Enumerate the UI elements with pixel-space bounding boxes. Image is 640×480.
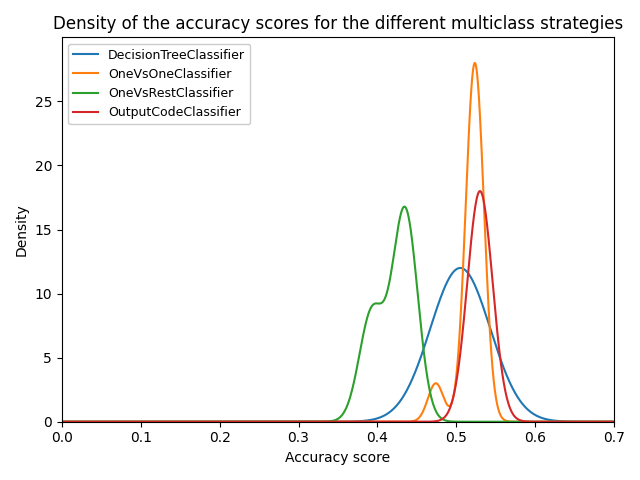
Line: DecisionTreeClassifier: DecisionTreeClassifier — [62, 268, 630, 422]
Line: OutputCodeClassifier: OutputCodeClassifier — [62, 191, 630, 422]
OneVsRestClassifier — [87, 419, 95, 425]
OutputCodeClassifier — [626, 419, 634, 425]
OneVsRestClassifier — [626, 419, 634, 425]
DecisionTreeClassifier — [609, 419, 617, 425]
OutputCodeClassifier — [319, 419, 327, 425]
OneVsOneClassifier — [610, 419, 618, 425]
OneVsOneClassifier — [506, 419, 513, 424]
OneVsRestClassifier — [401, 204, 408, 209]
DecisionTreeClassifier — [626, 419, 634, 425]
Line: OneVsOneClassifier: OneVsOneClassifier — [62, 63, 630, 422]
Y-axis label: Density: Density — [15, 203, 29, 256]
DecisionTreeClassifier — [506, 379, 513, 384]
OutputCodeClassifier — [476, 188, 484, 194]
OneVsRestClassifier — [58, 419, 66, 425]
OneVsRestClassifier — [334, 416, 342, 421]
X-axis label: Accuracy score: Accuracy score — [285, 451, 390, 465]
OneVsOneClassifier — [87, 419, 95, 425]
DecisionTreeClassifier — [87, 419, 95, 425]
OneVsOneClassifier — [58, 419, 66, 425]
Line: OneVsRestClassifier: OneVsRestClassifier — [62, 206, 630, 422]
OneVsOneClassifier — [609, 419, 617, 425]
OneVsRestClassifier — [506, 419, 513, 425]
OneVsRestClassifier — [610, 419, 618, 425]
Legend: DecisionTreeClassifier, OneVsOneClassifier, OneVsRestClassifier, OutputCodeClass: DecisionTreeClassifier, OneVsOneClassifi… — [68, 44, 250, 124]
OutputCodeClassifier — [334, 419, 342, 425]
DecisionTreeClassifier — [58, 419, 66, 425]
OneVsRestClassifier — [319, 419, 327, 424]
OutputCodeClassifier — [506, 404, 513, 409]
OutputCodeClassifier — [87, 419, 95, 425]
OutputCodeClassifier — [58, 419, 66, 425]
DecisionTreeClassifier — [610, 419, 618, 425]
OneVsRestClassifier — [609, 419, 617, 425]
OneVsOneClassifier — [471, 60, 479, 66]
OneVsOneClassifier — [334, 419, 342, 425]
DecisionTreeClassifier — [334, 419, 342, 425]
Title: Density of the accuracy scores for the different multiclass strategies: Density of the accuracy scores for the d… — [53, 15, 623, 33]
DecisionTreeClassifier — [319, 419, 327, 425]
OutputCodeClassifier — [609, 419, 617, 425]
OutputCodeClassifier — [610, 419, 618, 425]
OneVsOneClassifier — [626, 419, 634, 425]
DecisionTreeClassifier — [456, 265, 464, 271]
OneVsOneClassifier — [319, 419, 327, 425]
